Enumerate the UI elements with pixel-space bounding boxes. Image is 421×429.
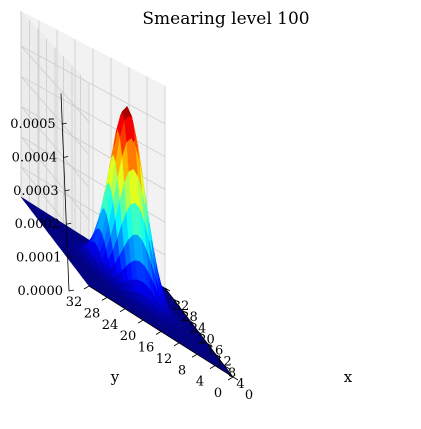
y-tick-label: 32 xyxy=(66,295,83,310)
y-tick-label: 8 xyxy=(178,363,186,378)
y-tick-label: 4 xyxy=(196,375,204,390)
y-tick-label: 0 xyxy=(214,386,222,401)
x-tick xyxy=(232,376,239,381)
x-tick-label: 24 xyxy=(190,321,207,336)
chart-title: Smearing level 100 xyxy=(142,9,309,29)
z-tick-label: 0.0005 xyxy=(10,117,56,132)
x-tick-label: 28 xyxy=(181,310,198,325)
z-tick-label: 0.0002 xyxy=(15,217,61,232)
x-tick xyxy=(164,287,171,292)
z-tick-label: 0.0001 xyxy=(16,251,62,266)
z-tick-label: 0.0004 xyxy=(12,150,58,165)
x-tick-label: 12 xyxy=(215,355,232,370)
y-tick xyxy=(227,376,234,381)
x-tick xyxy=(198,332,205,336)
y-tick-label: 16 xyxy=(138,341,155,356)
x-tick xyxy=(224,365,230,370)
y-tick xyxy=(155,331,162,335)
y-tick xyxy=(119,308,126,313)
x-tick xyxy=(173,298,179,303)
y-tick xyxy=(209,365,216,369)
y-tick-label: 12 xyxy=(156,352,173,367)
y-tick-label: 28 xyxy=(84,306,101,321)
x-tick xyxy=(190,321,196,325)
z-tick xyxy=(61,122,67,125)
y-tick xyxy=(191,353,198,358)
x-tick-label: 32 xyxy=(173,299,190,314)
x-tick-label: 4 xyxy=(236,377,244,392)
z-tick-label: 0.0003 xyxy=(13,184,59,199)
y-tick-label: 24 xyxy=(102,318,119,333)
z-tick xyxy=(66,222,72,225)
y-tick-label: 20 xyxy=(120,329,137,344)
x-tick xyxy=(215,354,222,359)
y-tick xyxy=(137,319,144,324)
z-tick xyxy=(67,256,73,259)
x-tick-label: 0 xyxy=(245,388,253,403)
gridline-z xyxy=(20,45,166,125)
z-tick xyxy=(68,289,75,292)
z-tick-label: 0.0000 xyxy=(18,284,64,299)
z-tick xyxy=(63,156,69,158)
y-tick xyxy=(101,297,108,301)
x-tick-label: 16 xyxy=(207,344,224,359)
y-axis-label: y xyxy=(110,368,120,386)
x-axis-label: x xyxy=(344,368,353,386)
y-tick xyxy=(173,342,180,347)
axes: 0481216202428320481216202428320.00000.00… xyxy=(10,93,253,403)
x-tick xyxy=(181,309,188,314)
z-axis-line xyxy=(60,93,70,292)
z-tick xyxy=(64,189,70,192)
x-tick xyxy=(207,343,213,347)
x-tick-label: 8 xyxy=(228,366,236,381)
y-tick xyxy=(83,285,90,290)
x-tick-label: 20 xyxy=(198,332,215,347)
